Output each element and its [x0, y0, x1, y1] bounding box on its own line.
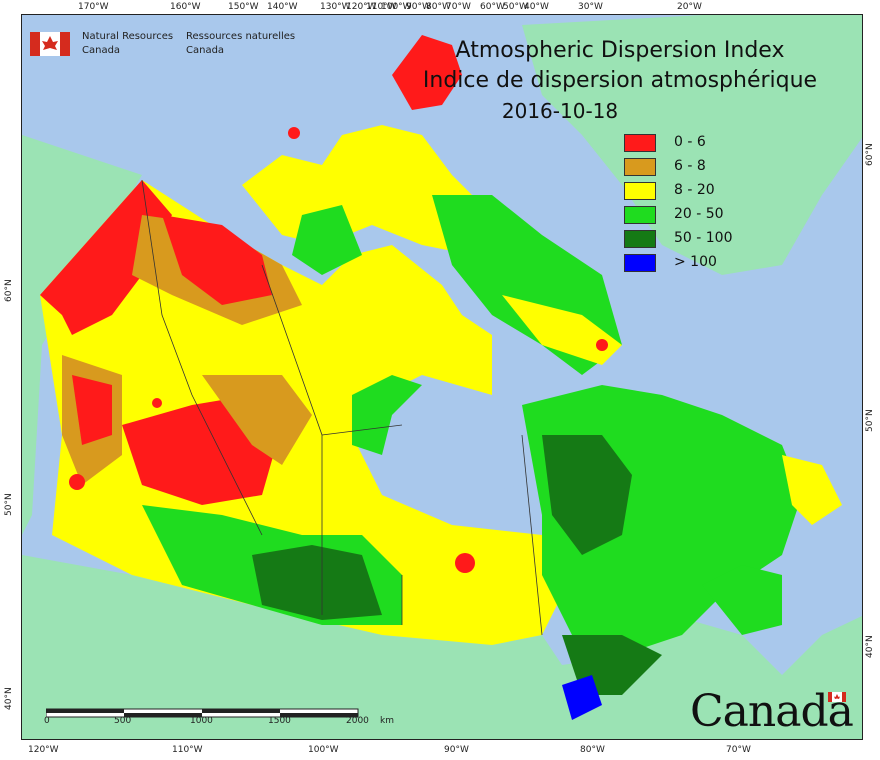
lon-label: 110°W	[366, 2, 397, 12]
prairies-darkgreen	[252, 545, 382, 620]
ellesmere-red	[392, 35, 462, 110]
map-canvas	[21, 14, 863, 740]
hudson-bay	[392, 385, 542, 495]
hudson-bay-shore-green	[352, 375, 422, 455]
agency-name-fr-line2: Canada	[186, 45, 225, 56]
scale-bar: 0 500 1000 1500 2000 km	[44, 704, 394, 726]
province-boundaries	[141, 179, 543, 636]
arctic-islands-green	[292, 205, 362, 275]
greenland-land	[522, 15, 862, 275]
lon-label: 90°W	[444, 745, 469, 755]
lon-label: 70°W	[446, 2, 471, 12]
legend-swatch	[624, 230, 656, 248]
ontario-blue	[562, 675, 602, 720]
lon-label: 90°W	[406, 2, 431, 12]
legend-swatch	[624, 182, 656, 200]
lon-label: 130°W	[320, 2, 351, 12]
legend-swatch	[624, 206, 656, 224]
lat-label: 60°N	[865, 143, 875, 166]
scale-tick-label: 500	[114, 716, 132, 726]
yukon-red	[40, 180, 172, 335]
lon-label: 120°W	[346, 2, 377, 12]
legend-label: 0 - 6	[674, 134, 706, 150]
lon-label: 30°W	[578, 2, 603, 12]
scale-tick-label: 1000	[190, 716, 213, 726]
saskatchewan-orange	[202, 375, 312, 465]
scale-bar-graphic	[45, 708, 359, 718]
hotspot	[152, 398, 162, 408]
lat-label: 40°N	[4, 687, 14, 710]
lon-label: 110°W	[172, 745, 203, 755]
legend-label: 50 - 100	[674, 230, 733, 246]
hotspot	[455, 553, 475, 573]
map-date: 2016-10-18	[501, 99, 619, 123]
quebec-darkgreen	[542, 435, 632, 555]
lon-label: 170°W	[78, 2, 109, 12]
lon-label: 100°W	[381, 2, 412, 12]
hotspot	[288, 127, 300, 139]
lon-label: 40°W	[524, 2, 549, 12]
agency-name-en-line1: Natural Resources	[82, 31, 174, 42]
lat-label: 50°N	[4, 493, 14, 516]
map-title-french: Indice de dispersion atmosphérique	[422, 68, 818, 93]
maritimes-green	[702, 565, 782, 635]
lon-label: 70°W	[726, 745, 751, 755]
scale-tick-label: 2000	[346, 716, 369, 726]
legend-swatch	[624, 158, 656, 176]
canada-wordmark: Canada	[690, 686, 854, 737]
hotspot	[69, 474, 85, 490]
legend-label: 8 - 20	[674, 182, 715, 198]
dispersion-map	[22, 15, 862, 739]
wordmark-flag-icon	[828, 692, 846, 702]
usa-land	[22, 555, 862, 739]
lon-label: 120°W	[28, 745, 59, 755]
lon-label: 150°W	[228, 2, 259, 12]
legend-label: 20 - 50	[674, 206, 724, 222]
lon-label: 20°W	[677, 2, 702, 12]
hotspot	[596, 339, 608, 351]
lon-label: 160°W	[170, 2, 201, 12]
newfoundland	[782, 455, 842, 525]
lon-label: 100°W	[308, 745, 339, 755]
nwt-red	[162, 215, 272, 305]
scale-unit-label: km	[380, 716, 394, 726]
legend-swatch	[624, 254, 656, 272]
lon-label: 50°W	[503, 2, 528, 12]
map-title-english: Atmospheric Dispersion Index	[455, 38, 785, 63]
alaska-land	[22, 135, 142, 535]
bc-red	[72, 375, 112, 445]
lon-label: 140°W	[267, 2, 298, 12]
map-title-block: Atmospheric Dispersion Index Indice de d…	[380, 36, 860, 126]
lon-label: 80°W	[580, 745, 605, 755]
lon-label: 80°W	[426, 2, 451, 12]
lat-label: 40°N	[865, 635, 875, 658]
scale-tick-label: 1500	[268, 716, 291, 726]
agency-name-en-line2: Canada	[82, 45, 121, 56]
lon-label: 60°W	[480, 2, 505, 12]
agency-name-fr-line1: Ressources naturelles	[186, 31, 296, 42]
lat-label: 50°N	[865, 409, 875, 432]
baffin-yellow	[502, 295, 622, 365]
lat-label: 60°N	[4, 279, 14, 302]
legend-label: > 100	[674, 254, 717, 270]
scale-tick-label: 0	[44, 716, 50, 726]
legend-swatch	[624, 134, 656, 152]
canada-flag-icon	[30, 32, 70, 56]
legend-label: 6 - 8	[674, 158, 706, 174]
